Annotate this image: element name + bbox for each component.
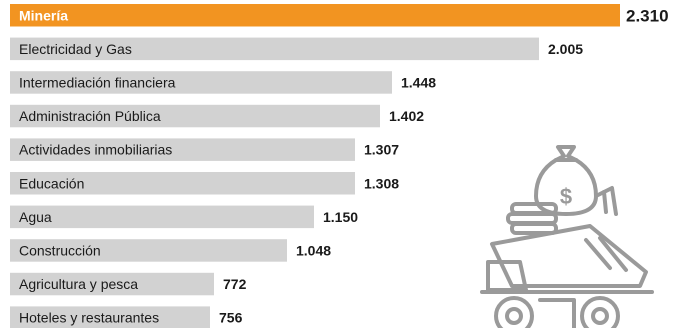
value-label-6: 1.308 [364, 175, 399, 191]
bar-9 [10, 272, 214, 296]
value-label-10: 756 [219, 310, 243, 326]
value-label-7: 1.150 [323, 209, 358, 225]
value-label-5: 1.307 [364, 142, 399, 158]
bar-6 [10, 172, 355, 195]
bar-4 [10, 104, 380, 128]
category-label-9: Agricultura y pesca [19, 276, 138, 292]
value-label-3: 1.448 [401, 75, 436, 91]
category-label-8: Construcción [19, 243, 101, 259]
bars-layer: Minería 2.310 Electricidad y Gas 2.005 Inter… [10, 4, 669, 328]
bar-8 [10, 239, 287, 262]
category-label-2: Electricidad y Gas [19, 41, 132, 57]
category-label-5: Actividades inmobiliarias [19, 142, 172, 158]
bar-5 [10, 138, 355, 161]
category-label-1: Minería [19, 7, 68, 23]
bar-1 [10, 4, 620, 27]
category-label-10: Hoteles y restaurantes [19, 310, 159, 326]
bar-10 [10, 306, 210, 328]
svg-text:$: $ [560, 184, 572, 209]
value-label-9: 772 [223, 276, 247, 292]
value-label-1: 2.310 [626, 6, 669, 25]
value-label-2: 2.005 [548, 41, 583, 57]
value-label-4: 1.402 [389, 108, 424, 124]
bar-3 [10, 71, 392, 94]
category-label-6: Educación [19, 175, 84, 191]
mining-dump-truck-money-bag-icon: $ [480, 145, 654, 328]
value-label-8: 1.048 [296, 243, 331, 259]
bar-7 [10, 205, 314, 229]
category-label-4: Administración Pública [19, 108, 161, 124]
category-label-3: Intermediación financiera [19, 75, 176, 91]
bar-2 [10, 37, 539, 61]
category-label-7: Agua [19, 209, 52, 225]
